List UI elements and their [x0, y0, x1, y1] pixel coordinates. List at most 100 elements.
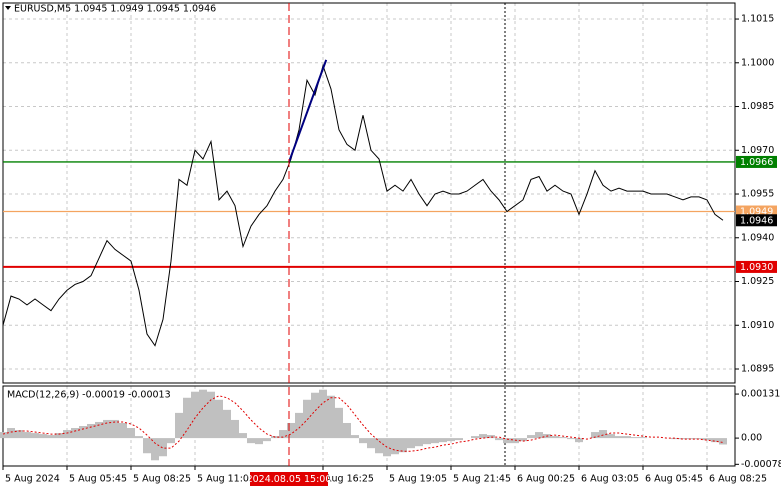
macd-bar: [119, 422, 127, 439]
macd-bar: [127, 428, 135, 439]
macd-bar: [399, 438, 407, 453]
y-tick-label: 1.0895: [741, 364, 774, 375]
macd-bar: [519, 438, 527, 442]
macd-bar: [703, 438, 711, 441]
macd-bar: [431, 438, 439, 444]
macd-bar: [495, 438, 503, 441]
crosshair-label-box: [250, 472, 328, 486]
x-tick-label: 5 Aug 19:05: [389, 474, 447, 485]
macd-bar: [415, 438, 423, 447]
macd-bar: [143, 438, 151, 454]
macd-bar: [455, 438, 463, 441]
price-pane-frame: [2, 2, 736, 384]
macd-bar: [231, 419, 239, 439]
macd-bar: [711, 438, 719, 443]
macd-bar: [175, 412, 183, 439]
x-tick-label: 6 Aug 05:45: [645, 474, 703, 485]
macd-bar: [479, 434, 487, 439]
price-line: [2, 64, 724, 347]
x-tick-label: 6 Aug 00:25: [517, 474, 575, 485]
y-tick-label: 0.00131: [741, 389, 780, 400]
macd-bar: [191, 391, 199, 439]
macd-bar: [31, 433, 39, 439]
macd-pane-frame: [2, 385, 736, 467]
macd-bar: [687, 438, 695, 440]
price-level-box: [736, 260, 777, 273]
macd-bar: [223, 409, 231, 439]
x-tick-label: 5 Aug 08:25: [133, 474, 191, 485]
macd-bar: [319, 389, 327, 439]
x-tick-label: 5 Aug 21:45: [453, 474, 511, 485]
macd-bar: [607, 434, 615, 439]
macd-bar: [591, 432, 599, 439]
macd-bar: [695, 438, 703, 440]
macd-bar: [95, 421, 103, 439]
macd-bar: [287, 422, 295, 439]
macd-bar: [151, 438, 159, 461]
macd-bar: [103, 419, 111, 439]
macd-bar: [71, 428, 79, 439]
y-tick-label: 1.0955: [741, 189, 774, 200]
macd-bar: [215, 399, 223, 439]
y-tick-label: 1.1015: [741, 14, 774, 25]
macd-bar: [671, 438, 679, 440]
macd-bar: [471, 436, 479, 439]
price-level-label: 1.0930: [740, 262, 773, 273]
macd-bar: [7, 428, 15, 439]
macd-bar: [391, 438, 399, 455]
macd-bar: [527, 435, 535, 439]
macd-bar: [503, 438, 511, 444]
macd-bar: [311, 392, 319, 439]
x-tick-label: 5 Aug 05:45: [69, 474, 127, 485]
macd-bar: [599, 430, 607, 439]
macd-bar: [303, 399, 311, 439]
macd-bar: [47, 435, 55, 439]
price-level-box: [736, 214, 777, 227]
x-tick-label: 6 Aug 03:05: [581, 474, 639, 485]
trendline: [288, 59, 328, 163]
macd-bar: [407, 438, 415, 449]
x-tick-label: Aug 16:25: [325, 474, 374, 485]
macd-bar: [87, 423, 95, 439]
macd-bar: [15, 430, 23, 439]
macd-bar: [23, 432, 31, 439]
macd-bar: [327, 395, 335, 439]
macd-bar: [567, 438, 575, 440]
macd-bar: [199, 389, 207, 439]
y-tick-label: 1.0910: [741, 320, 774, 331]
macd-bar: [623, 436, 631, 439]
macd-bar: [559, 437, 567, 439]
crosshair-label: 2024.08.05 15:00: [247, 474, 332, 485]
macd-bar: [719, 438, 727, 445]
background-layer: [2, 3, 735, 466]
macd-bar: [343, 422, 351, 439]
y-tick-label: 1.0925: [741, 276, 774, 287]
macd-bar: [335, 407, 343, 439]
macd-bar: [679, 438, 687, 440]
macd-bar: [487, 435, 495, 439]
macd-bar: [159, 438, 167, 457]
macd-bar: [39, 434, 47, 439]
x-tick-label: 6 Aug 08:25: [709, 474, 767, 485]
price-level-box: [736, 155, 777, 168]
y-tick-label: 1.0970: [741, 145, 774, 156]
macd-bar: [239, 433, 247, 439]
y-tick-label: 0.00: [741, 433, 762, 444]
price-level-label: 1.0946: [740, 215, 773, 226]
price-level-label: 1.0949: [740, 207, 773, 218]
menu-triangle: [5, 6, 11, 10]
macd-bar: [375, 438, 383, 454]
macd-bar: [183, 397, 191, 439]
macd-bar: [255, 438, 263, 445]
macd-bar: [79, 426, 87, 439]
macd-bar: [167, 438, 175, 444]
macd-signal: [2, 395, 724, 452]
y-tick-label: -0.00078: [741, 459, 781, 470]
macd-bar: [111, 419, 119, 439]
macd-bar: [263, 438, 271, 442]
y-tick-label: 1.0985: [741, 101, 774, 112]
macd-bar: [55, 433, 63, 439]
macd-bar: [63, 430, 71, 439]
macd-bar: [207, 391, 215, 439]
macd-bar: [511, 438, 519, 444]
